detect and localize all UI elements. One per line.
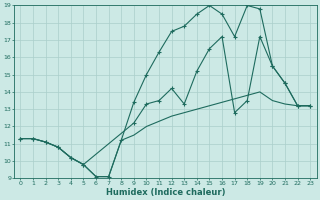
X-axis label: Humidex (Indice chaleur): Humidex (Indice chaleur) — [106, 188, 225, 197]
